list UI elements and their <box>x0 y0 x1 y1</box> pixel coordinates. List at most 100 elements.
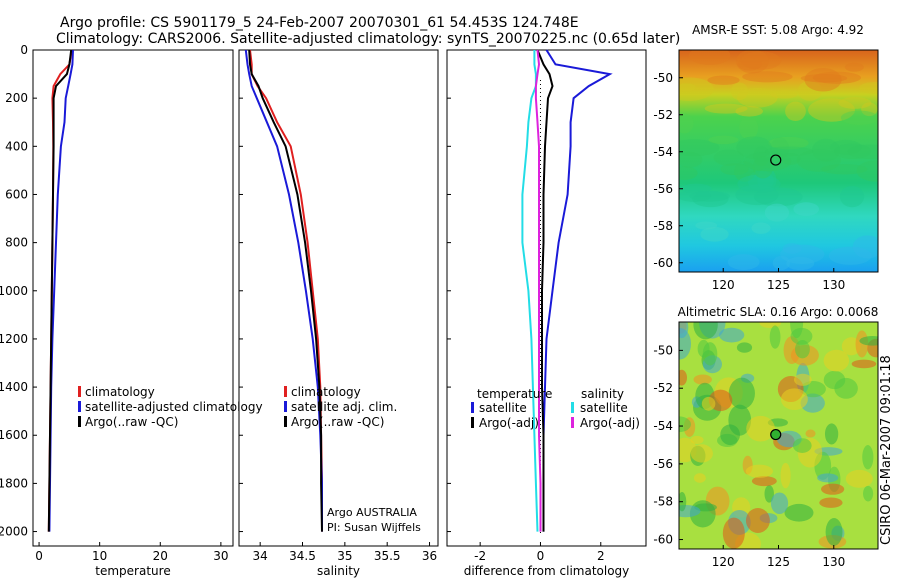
sst-texture <box>839 185 865 208</box>
sst-texture <box>764 146 814 157</box>
sla-texture <box>722 517 745 549</box>
sst-texture <box>679 139 720 157</box>
y-tick-label: 200 <box>5 91 28 105</box>
sst-texture <box>785 101 806 122</box>
sst-texture <box>727 254 760 271</box>
sst-texture <box>679 151 703 168</box>
sst-texture <box>847 144 878 160</box>
sla-texture <box>751 476 777 487</box>
sst-field <box>679 50 878 272</box>
legend-entry: Argo(-adj) <box>479 416 539 430</box>
sst-texture <box>736 136 772 159</box>
sla-texture <box>690 444 713 463</box>
sst-texture <box>838 97 872 109</box>
legend-entry: Argo(..raw -QC) <box>291 415 384 429</box>
sla-texture <box>693 374 712 385</box>
x-axis-label: salinity <box>317 564 360 578</box>
sst-texture <box>828 246 872 265</box>
sla-texture <box>702 342 718 366</box>
sst-texture <box>740 51 782 70</box>
x-tick-label: 34 <box>253 549 268 563</box>
sst-texture <box>679 190 712 202</box>
sla-texture <box>736 342 753 353</box>
sst-texture <box>700 226 729 242</box>
sst-texture <box>720 163 749 176</box>
sst-texture <box>786 256 815 271</box>
y-tick-label: 0 <box>20 43 28 57</box>
sst-texture <box>735 106 763 117</box>
x-axis-label: difference from climatology <box>464 564 630 578</box>
legend-entry: Argo(-adj) <box>580 416 640 430</box>
sla-texture <box>780 388 808 411</box>
series-line <box>542 49 613 532</box>
sla-map-panel: Altimetric SLA: 0.16 Argo: 0.0068 120 125… <box>653 305 879 569</box>
y-tick-label: 600 <box>5 187 28 201</box>
sla-texture <box>694 503 717 512</box>
sla-texture <box>701 396 716 411</box>
figure-title-line-1: Argo profile: CS 5901179_5 24-Feb-2007 2… <box>60 15 579 31</box>
sst-texture <box>679 166 698 180</box>
sst-texture <box>752 156 774 179</box>
sst-texture <box>840 110 878 125</box>
series-line <box>244 49 323 532</box>
sst-texture <box>733 161 756 182</box>
sst-texture <box>737 57 762 71</box>
sla-texture <box>759 322 782 329</box>
sst-texture <box>679 83 696 92</box>
sla-texture <box>819 497 843 508</box>
sst-texture <box>796 149 842 172</box>
sla-texture <box>679 328 692 360</box>
sst-texture <box>757 168 777 192</box>
legend-swatch <box>471 417 474 428</box>
sst-texture <box>772 255 791 271</box>
series-line <box>248 49 323 532</box>
sla-texture <box>679 504 701 518</box>
sst-texture <box>808 98 856 122</box>
sla-texture <box>792 438 812 453</box>
y-tick-label: 800 <box>5 236 28 250</box>
sla-texture <box>862 445 874 470</box>
y-tick-label: -60 <box>653 256 673 270</box>
sst-texture <box>780 152 801 165</box>
y-tick-label: 1000 <box>0 284 28 298</box>
sst-texture <box>768 136 809 150</box>
legend-header: temperature <box>477 387 552 401</box>
y-tick-label: -50 <box>653 343 673 357</box>
y-tick-label: -54 <box>653 145 673 159</box>
x-tick-label: 0 <box>35 549 43 563</box>
sst-texture <box>704 103 748 114</box>
sla-texture <box>745 464 773 478</box>
sst-texture <box>753 187 803 207</box>
y-tick-label: 1200 <box>0 332 28 346</box>
sst-texture <box>861 102 878 117</box>
salinity-plot-frame <box>238 49 439 547</box>
sla-texture <box>824 423 839 445</box>
legend-entry: climatology <box>291 385 361 399</box>
legend-swatch <box>471 402 474 413</box>
sst-texture <box>708 135 739 145</box>
sla-texture <box>746 415 775 442</box>
sst-texture <box>692 191 729 208</box>
legend-header: salinity <box>581 387 624 401</box>
legend-entry: satellite-adjusted climatology <box>85 400 263 414</box>
sst-texture <box>736 50 769 74</box>
y-tick-label: -52 <box>653 381 673 395</box>
float-location-marker <box>770 428 782 441</box>
sla-texture <box>780 462 791 489</box>
sst-texture <box>770 90 798 99</box>
y-tick-label: 1600 <box>0 428 28 442</box>
x-tick-label: 125 <box>767 278 790 292</box>
sst-map-panel: AMSR-E SST: 5.08 Argo: 4.92 120 125 130 -50… <box>653 23 879 292</box>
x-tick-label: 0 <box>537 549 545 563</box>
sla-texture <box>863 485 874 502</box>
sst-texture <box>811 138 841 162</box>
sst-map-title: AMSR-E SST: 5.08 Argo: 4.92 <box>692 23 864 37</box>
sst-texture <box>780 244 825 264</box>
x-tick-label: 36 <box>422 549 437 563</box>
x-tick-label: 130 <box>822 555 845 569</box>
y-tick-label: -56 <box>653 182 673 196</box>
salinity-panel: 34 34.5 35 35.5 36 salinity climatologysatelli… <box>238 49 439 578</box>
sst-texture <box>713 149 745 166</box>
